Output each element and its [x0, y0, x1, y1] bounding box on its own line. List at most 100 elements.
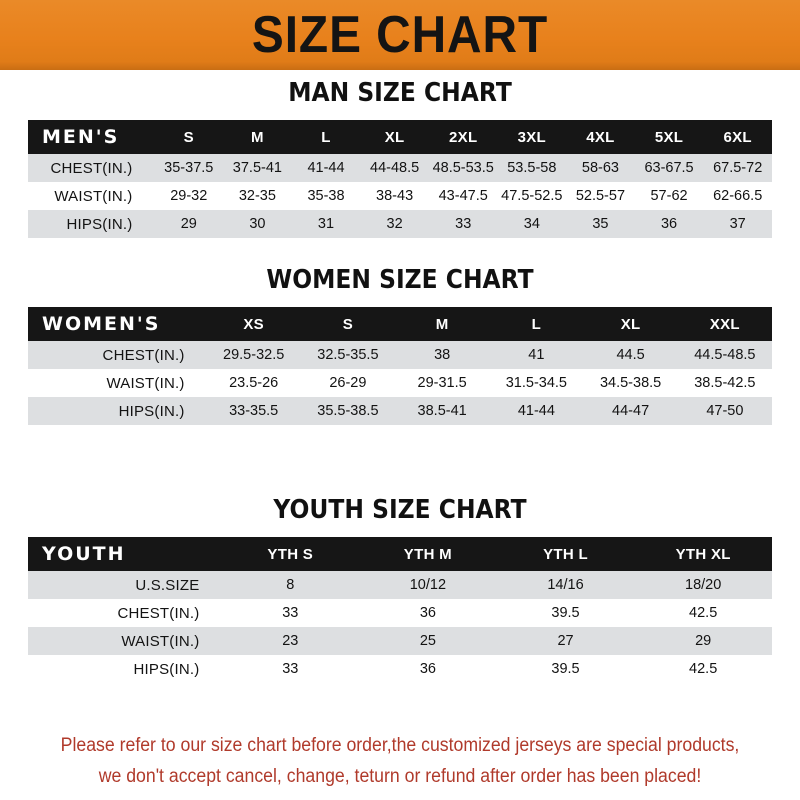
cell-value: 14/16	[496, 571, 635, 599]
table-row: WAIST(IN.) 23 25 27 29	[28, 627, 772, 655]
cell-value: 32.5-35.5	[300, 341, 396, 369]
cell-value: 18/20	[634, 571, 772, 599]
table-row: HIPS(IN.) 33-35.5 35.5-38.5 38.5-41 41-44 44-…	[28, 397, 772, 425]
column-header-1: S	[183, 128, 194, 146]
cell-value: 23.5-26	[206, 369, 301, 397]
column-header-1: YTH S	[267, 545, 314, 563]
column-header-3: YTH L	[543, 545, 588, 563]
table-row: HIPS(IN.) 33 36 39.5 42.5	[28, 655, 772, 683]
table-bottom-edge	[28, 238, 772, 250]
column-header-2: M	[250, 128, 264, 146]
table-header-row: MEN'S S M L XL 2XL 3XL 4XL 5XL 6XL	[28, 120, 772, 154]
cell-value: 29	[154, 210, 224, 238]
cell-value: 8	[221, 571, 360, 599]
women-table-head: WOMEN'S XS S M L XL XXL	[28, 307, 772, 341]
row-label: WAIST(IN.)	[28, 369, 207, 397]
cell-value: 35	[566, 210, 635, 238]
cell-value: 33	[221, 655, 360, 683]
column-header-8: 5XL	[654, 128, 684, 146]
cell-value: 58-63	[566, 154, 635, 182]
column-header-6: 3XL	[517, 128, 547, 146]
table-row: CHEST(IN.) 33 36 39.5 42.5	[28, 599, 772, 627]
row-label-header: MEN'S	[42, 126, 120, 148]
cell-value: 67.5-72	[703, 154, 772, 182]
cell-value: 63-67.5	[634, 154, 704, 182]
cell-value: 27	[496, 627, 635, 655]
row-label: U.S.SIZE	[28, 571, 222, 599]
cell-value: 35.5-38.5	[300, 397, 396, 425]
youth-table-head: YOUTH YTH S YTH M YTH L YTH XL	[28, 537, 772, 571]
row-label: CHEST(IN.)	[28, 341, 207, 369]
cell-value: 47-50	[677, 397, 772, 425]
cell-value: 32-35	[223, 182, 292, 210]
table-header-row: WOMEN'S XS S M L XL XXL	[28, 307, 772, 341]
column-header-1: XS	[243, 315, 264, 333]
cell-value: 31	[291, 210, 361, 238]
page-banner: SIZE CHART	[0, 0, 800, 70]
cell-value: 42.5	[634, 655, 772, 683]
cell-value: 25	[359, 627, 497, 655]
row-label: CHEST(IN.)	[28, 599, 222, 627]
women-section-heading: WOMEN SIZE CHART	[266, 265, 534, 295]
youth-section: YOUTH SIZE CHART YOUTH YTH S YTH M YTH L YTH…	[0, 495, 800, 695]
table-bottom-edge	[28, 425, 772, 437]
column-header-9: 6XL	[723, 128, 752, 146]
cell-value: 44-47	[583, 397, 678, 425]
column-header-3: L	[321, 128, 331, 146]
cell-value: 36	[634, 210, 704, 238]
cell-value: 33-35.5	[206, 397, 301, 425]
cell-value: 38	[395, 341, 490, 369]
row-label: HIPS(IN.)	[28, 397, 207, 425]
cell-value: 47.5-52.5	[497, 182, 567, 210]
table-row: U.S.SIZE 8 10/12 14/16 18/20	[28, 571, 772, 599]
cell-value: 26-29	[300, 369, 396, 397]
cell-value: 29	[634, 627, 772, 655]
row-label: HIPS(IN.)	[28, 210, 155, 238]
cell-value: 53.5-58	[497, 154, 567, 182]
row-label: WAIST(IN.)	[28, 182, 155, 210]
order-policy-line-1: Please refer to our size chart before or…	[60, 735, 740, 756]
cell-value: 10/12	[359, 571, 497, 599]
cell-value: 41-44	[291, 154, 361, 182]
cell-value: 35-38	[291, 182, 361, 210]
cell-value: 29-32	[154, 182, 224, 210]
order-policy-note: Please refer to our size chart before or…	[28, 730, 772, 792]
row-label: CHEST(IN.)	[28, 154, 155, 182]
table-row: WAIST(IN.) 29-32 32-35 35-38 38-43 43-47.5 47.…	[28, 182, 772, 210]
men-size-table: MEN'S S M L XL 2XL 3XL 4XL 5XL 6XL CHEST(IN.) 35-3…	[28, 120, 772, 250]
cell-value: 23	[221, 627, 360, 655]
women-table-body: CHEST(IN.) 29.5-32.5 32.5-35.5 38 41 44.5 44.5…	[28, 341, 772, 437]
row-label-header: WOMEN'S	[42, 313, 161, 335]
table-row: WAIST(IN.) 23.5-26 26-29 29-31.5 31.5-34.5 34…	[28, 369, 772, 397]
table-row: CHEST(IN.) 35-37.5 37.5-41 41-44 44-48.5 48.5…	[28, 154, 772, 182]
cell-value: 33	[428, 210, 498, 238]
cell-value: 37.5-41	[223, 154, 292, 182]
table-row: CHEST(IN.) 29.5-32.5 32.5-35.5 38 41 44.5 44.5…	[28, 341, 772, 369]
column-header-4: YTH XL	[675, 545, 731, 563]
cell-value: 29.5-32.5	[206, 341, 301, 369]
cell-value: 36	[359, 655, 497, 683]
cell-value: 31.5-34.5	[489, 369, 584, 397]
column-header-3: M	[435, 315, 449, 333]
table-bottom-edge-cell	[28, 683, 772, 695]
column-header-6: XXL	[709, 315, 740, 333]
table-header-row: YOUTH YTH S YTH M YTH L YTH XL	[28, 537, 772, 571]
cell-value: 37	[703, 210, 772, 238]
table-row: HIPS(IN.) 29 30 31 32 33 34 35 36 37	[28, 210, 772, 238]
column-header-7: 4XL	[586, 128, 615, 146]
table-bottom-edge-cell	[28, 238, 772, 250]
column-header-2: S	[342, 315, 354, 333]
cell-value: 36	[359, 599, 497, 627]
women-section: WOMEN SIZE CHART WOMEN'S XS S M L XL XXL CHEST…	[0, 265, 800, 437]
men-section: MAN SIZE CHART MEN'S S M L XL 2XL 3XL 4XL 5XL 6XL…	[0, 78, 800, 250]
column-header-5: 2XL	[449, 128, 478, 146]
cell-value: 38.5-41	[395, 397, 490, 425]
page-title: SIZE CHART	[251, 6, 549, 64]
cell-value: 38-43	[360, 182, 429, 210]
cell-value: 41	[489, 341, 584, 369]
cell-value: 34	[497, 210, 567, 238]
cell-value: 38.5-42.5	[677, 369, 772, 397]
cell-value: 41-44	[489, 397, 584, 425]
row-label-header: YOUTH	[42, 543, 126, 565]
